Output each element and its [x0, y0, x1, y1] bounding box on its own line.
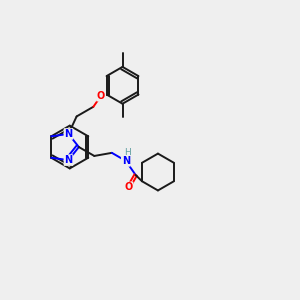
Text: N: N [64, 155, 73, 165]
Text: N: N [122, 156, 130, 166]
Text: N: N [64, 129, 73, 139]
Text: O: O [124, 182, 133, 192]
Text: O: O [97, 91, 105, 101]
Text: H: H [124, 148, 130, 157]
